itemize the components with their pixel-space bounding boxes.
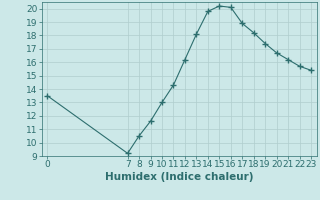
X-axis label: Humidex (Indice chaleur): Humidex (Indice chaleur) bbox=[105, 172, 253, 182]
